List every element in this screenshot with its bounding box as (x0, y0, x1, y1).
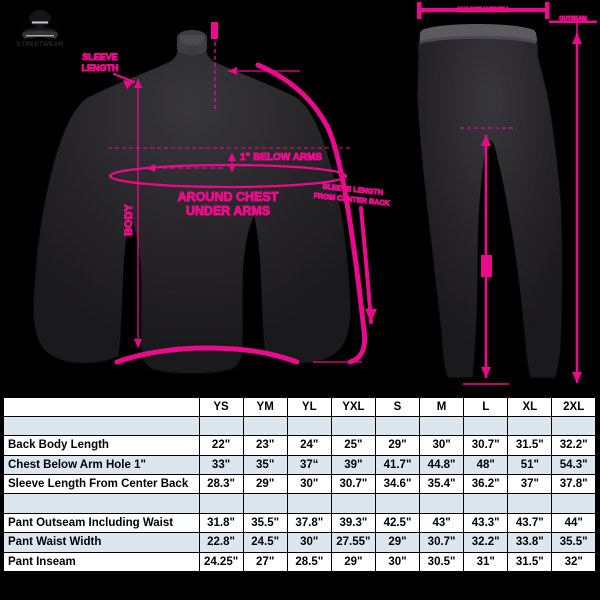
svg-text:BODY: BODY (123, 203, 135, 235)
svg-text:OUTSEAM: OUTSEAM (559, 16, 587, 22)
svg-text:AROUND CHEST: AROUND CHEST (178, 190, 279, 204)
svg-text:SLEEVE: SLEEVE (82, 52, 118, 62)
svg-text:UNDER ARMS: UNDER ARMS (186, 204, 270, 218)
svg-text:1" BELOW ARMS: 1" BELOW ARMS (240, 152, 322, 163)
svg-text:STREETWEAR: STREETWEAR (17, 41, 64, 48)
svg-text:WAIST WIDTH: WAIST WIDTH (458, 5, 508, 14)
svg-text:LENGTH: LENGTH (82, 63, 119, 73)
